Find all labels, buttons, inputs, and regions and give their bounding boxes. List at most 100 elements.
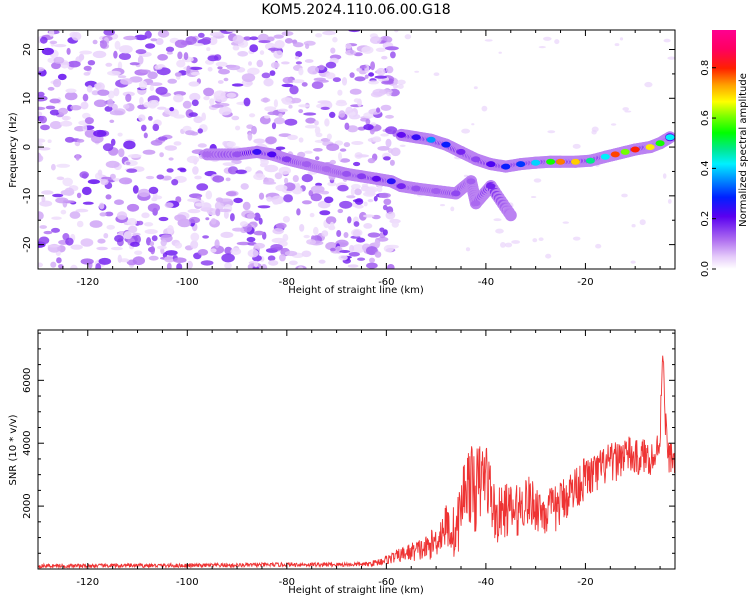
- heatmap-cell: [137, 55, 144, 65]
- heatmap-cell: [83, 72, 91, 76]
- heatmap-cell: [349, 244, 355, 253]
- snr-panel: -120 -100 -80 -60 -40 -20 2000 4000 6000 Height…: [8, 329, 676, 596]
- heatmap-cell: [55, 197, 69, 204]
- heatmap-cell: [64, 136, 75, 143]
- heatmap-cell: [354, 188, 362, 196]
- heatmap-cell: [105, 194, 112, 200]
- heatmap-cell: [75, 154, 80, 161]
- heatmap-cell: [275, 146, 286, 150]
- heatmap-cell: [397, 84, 404, 89]
- heatmap-cell: [298, 104, 310, 108]
- heatmap-cell: [317, 100, 331, 104]
- heatmap-cell: [516, 161, 526, 168]
- heatmap-cell: [132, 185, 139, 194]
- heatmap-cell: [217, 66, 223, 70]
- heatmap-cell: [463, 174, 469, 177]
- heatmap-cell: [345, 49, 357, 56]
- heatmap-cell: [293, 42, 304, 48]
- heatmap-cell: [315, 182, 323, 187]
- heatmap-cell: [324, 118, 330, 127]
- heatmap-cell: [62, 177, 73, 187]
- heatmap-cell: [139, 96, 144, 106]
- heatmap-cell: [273, 117, 285, 125]
- snr-x-ticks: -120 -100 -80 -60 -40 -20: [37, 330, 661, 588]
- heatmap-cell: [38, 91, 45, 97]
- heatmap-cell: [471, 123, 475, 126]
- heatmap-cell: [174, 214, 187, 222]
- heatmap-cell: [185, 36, 197, 45]
- heatmap-cell: [532, 238, 538, 243]
- heatmap-cell: [304, 150, 313, 154]
- heatmap-cell: [258, 192, 265, 200]
- heatmap-cell: [270, 244, 283, 251]
- heatmap-cell: [253, 242, 266, 249]
- heatmap-cell: [177, 51, 183, 60]
- heatmap-cell: [295, 51, 303, 58]
- heatmap-cell: [614, 43, 620, 47]
- heatmap-cell: [188, 81, 200, 87]
- heatmap-cell: [223, 77, 229, 82]
- heatmap-cell: [93, 99, 107, 108]
- heatmap-cell: [41, 47, 55, 56]
- heatmap-cell: [386, 91, 392, 97]
- heatmap-cell: [631, 224, 636, 228]
- heatmap-cell: [149, 82, 163, 86]
- heatmap-cell: [189, 92, 201, 102]
- heatmap-cell: [585, 157, 595, 164]
- heatmap-cell: [304, 59, 314, 63]
- heatmap-cell: [389, 159, 395, 166]
- heatmap-cell: [110, 138, 116, 146]
- heatmap-cell: [383, 198, 392, 205]
- heatmap-cell: [662, 173, 667, 179]
- heatmap-cell: [282, 156, 292, 163]
- heatmap-cell: [174, 39, 188, 48]
- heatmap-cell: [326, 143, 340, 151]
- heatmap-cell: [215, 61, 228, 67]
- heatmap-cell: [123, 104, 130, 109]
- heatmap-cell: [87, 179, 100, 185]
- heatmap-cell: [385, 65, 394, 74]
- colorbar-tick-label: 0.2: [700, 211, 711, 227]
- colorbar: 0.0 0.2 0.4 0.6 0.8 Normalized spectral ampl…: [700, 30, 749, 277]
- heatmap-cell: [311, 81, 324, 89]
- heatmap-cell: [364, 74, 369, 79]
- heatmap-cell: [52, 193, 64, 198]
- heatmap-cell: [325, 61, 337, 69]
- heatmap-cell: [440, 204, 445, 207]
- heatmap-cell: [138, 114, 146, 122]
- heatmap-cell: [344, 122, 350, 130]
- heatmap-cell: [288, 104, 293, 109]
- heatmap-cell: [104, 211, 114, 217]
- heatmap-cell: [481, 105, 488, 112]
- heatmap-cell: [224, 262, 232, 269]
- heatmap-cell: [164, 255, 176, 263]
- heatmap-cell: [230, 247, 242, 255]
- heatmap-cell: [350, 187, 355, 196]
- heatmap-cell: [139, 80, 148, 90]
- heatmap-cell: [456, 148, 466, 155]
- heatmap-cell: [531, 159, 541, 166]
- heatmap-cell: [339, 200, 353, 209]
- heatmap-cell: [231, 83, 244, 87]
- heatmap-cell: [169, 107, 175, 112]
- heatmap-cell: [157, 30, 170, 38]
- heatmap-cell: [221, 253, 235, 263]
- heatmap-cell: [324, 196, 334, 204]
- heatmap-cell: [75, 208, 89, 213]
- heatmap-cell: [158, 136, 168, 141]
- heatmap-cell: [622, 107, 629, 111]
- heatmap-cell: [151, 197, 158, 202]
- heatmap-cell: [272, 200, 280, 205]
- heatmap-cell: [102, 143, 114, 152]
- heatmap-cell: [346, 195, 356, 199]
- heatmap-cell: [313, 148, 323, 152]
- heatmap-cell: [138, 188, 151, 198]
- heatmap-cell: [130, 241, 140, 247]
- heatmap-cell: [104, 106, 113, 112]
- heatmap-cell: [197, 128, 203, 134]
- heatmap-cell: [504, 242, 513, 248]
- heatmap-cell: [148, 255, 159, 261]
- heatmap-cell: [211, 104, 224, 108]
- heatmap-cell: [186, 65, 191, 74]
- heatmap-cell: [644, 81, 653, 88]
